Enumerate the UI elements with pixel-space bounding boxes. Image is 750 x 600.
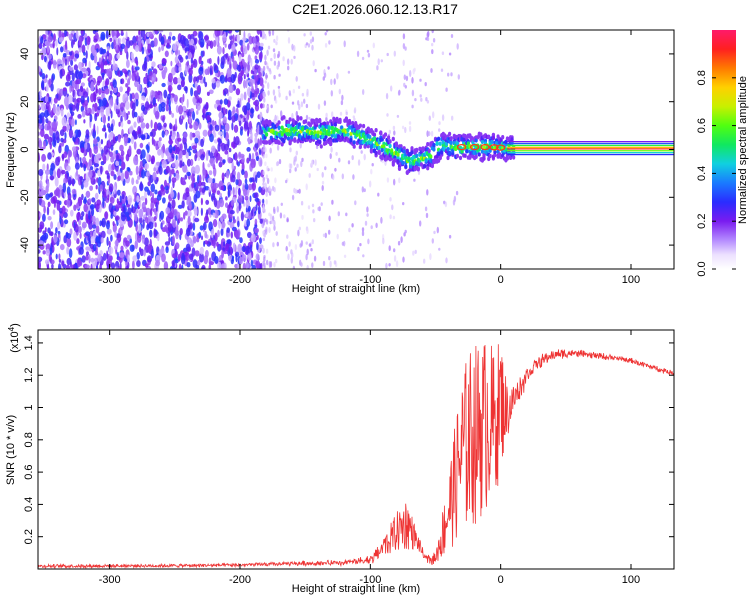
snr-x-axis-label: Height of straight line (km)	[292, 583, 420, 595]
figure-title: C2E1.2026.060.12.13.R17	[292, 1, 458, 17]
snr-x-tick-label: 0	[498, 574, 504, 586]
snr-x-tick-label: -300	[99, 574, 121, 586]
spectrogram-cells	[38, 30, 674, 269]
colorbar-gradient	[712, 30, 736, 269]
spectrogram-x-tick-label: -100	[359, 274, 381, 286]
snr-panel: -300 -200 -100 0 100 0.2 0.4 0.6 0.8 1 1.2 1.4 (x10…	[5, 323, 675, 595]
snr-y-tick-label: 1	[23, 404, 35, 410]
colorbar-label: Normalized spectral amplitude	[737, 76, 749, 224]
spectrogram-y-tick-label: 0	[19, 146, 31, 152]
snr-y-tick-label: 0.8	[23, 432, 35, 447]
colorbar-ticks: 0.0 0.2 0.4 0.6 0.8	[696, 70, 736, 277]
spectrogram-y-tick-label: -20	[19, 189, 31, 205]
snr-x-tick-label: 100	[622, 574, 640, 586]
spectrogram-x-tick-label: 0	[498, 274, 504, 286]
snr-x-tick-label: -100	[359, 574, 381, 586]
spectrogram-x-tick-label: -200	[229, 274, 251, 286]
snr-y-tick-label: 1.2	[23, 368, 35, 383]
colorbar-tick-label: 0.2	[696, 214, 708, 229]
spectrogram-y-tick-label: 20	[19, 96, 31, 108]
snr-ticks: -300 -200 -100 0 100 0.2 0.4 0.6 0.8 1 1.2 1.4	[23, 330, 674, 586]
snr-x-tick-label: -200	[229, 574, 251, 586]
spectrogram-y-axis-label: Frequency (Hz)	[5, 112, 17, 188]
spectrogram-x-tick-label: 100	[622, 274, 640, 286]
snr-y-tick-label: 0.4	[23, 497, 35, 512]
snr-frame	[37, 329, 675, 570]
spectrogram-heatmap	[38, 30, 674, 269]
colorbar-tick-label: 0.6	[696, 118, 708, 133]
colorbar-tick-label: 0.4	[696, 166, 708, 181]
snr-y-tick-label: 0.6	[23, 464, 35, 479]
snr-series-line	[37, 344, 675, 570]
spectrogram-x-tick-label: -300	[99, 274, 121, 286]
colorbar-tick-label: 0.0	[696, 261, 708, 276]
snr-y-axis-label: SNR (10 * v/v)	[5, 415, 17, 485]
spectrogram-y-tick-label: 40	[19, 48, 31, 60]
snr-y-tick-label: 1.4	[23, 335, 35, 350]
snr-y-tick-label: 0.2	[23, 529, 35, 544]
snr-scale-label: (x104)	[7, 323, 21, 353]
colorbar-tick-label: 0.8	[696, 70, 708, 85]
colorbar: 0.0 0.2 0.4 0.6 0.8 Normalized spectral ampl…	[696, 30, 749, 277]
spectrogram-frame	[37, 29, 675, 270]
spectrogram-x-axis-label: Height of straight line (km)	[292, 283, 420, 295]
spectrogram-y-tick-label: -40	[19, 237, 31, 253]
